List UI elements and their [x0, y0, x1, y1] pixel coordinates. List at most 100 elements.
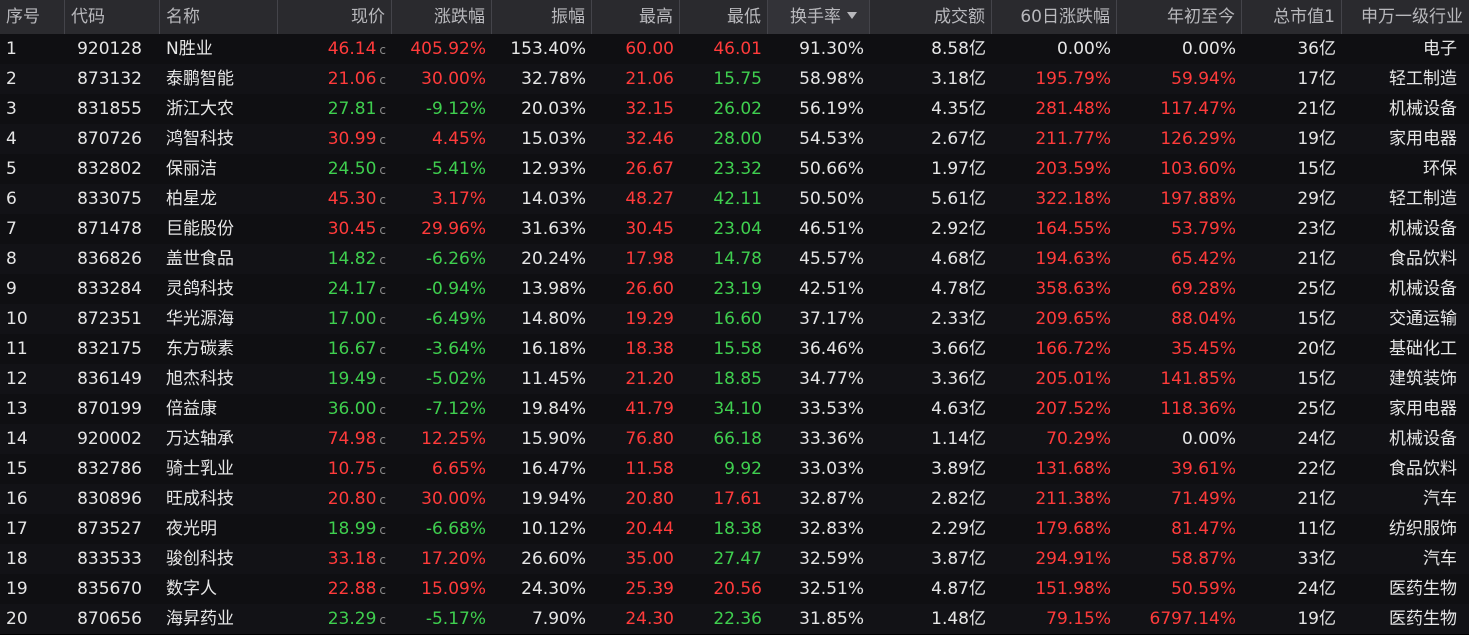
header-low[interactable]: 最低 — [680, 0, 768, 34]
stock-name-value: 鸿智科技 — [166, 129, 234, 149]
header-amplitude[interactable]: 振幅 — [492, 0, 592, 34]
stock-code-value: 920002 — [77, 429, 142, 449]
table-row[interactable]: 4 870726 鸿智科技 30.99 c 4.45% 15.03% 32.46 28.00 54… — [0, 124, 1469, 154]
mktcap-cell: 21亿 — [1242, 94, 1342, 124]
ytd-cell: 50.59% — [1117, 574, 1242, 604]
table-row[interactable]: 3 831855 浙江大农 27.81 c -9.12% 20.03% 32.15 26.02 5… — [0, 94, 1469, 124]
table-row[interactable]: 13 870199 倍益康 36.00 c -7.12% 19.84% 41.79 34.10 3… — [0, 394, 1469, 424]
change-cell: -5.02% — [392, 364, 492, 394]
price-flag-icon: c — [379, 583, 386, 597]
high-cell: 25.39 — [592, 574, 680, 604]
header-code[interactable]: 代码 — [65, 0, 160, 34]
stock-name-value: 保丽洁 — [166, 159, 217, 179]
table-row[interactable]: 20 870656 海昇药业 23.29 c -5.17% 7.90% 24.30 22.36 3… — [0, 604, 1469, 634]
change-cell: -9.12% — [392, 94, 492, 124]
mktcap-cell-value: 19亿 — [1297, 129, 1336, 149]
table-row[interactable]: 8 836826 盖世食品 14.82 c -6.26% 20.24% 17.98 14.78 4… — [0, 244, 1469, 274]
price-flag-icon: c — [379, 313, 386, 327]
row-index: 8 — [0, 244, 65, 274]
stock-code: 920128 — [65, 34, 160, 64]
volume-cell-value: 3.18亿 — [931, 69, 986, 89]
header-change[interactable]: 涨跌幅 — [392, 0, 492, 34]
change-cell: -3.64% — [392, 334, 492, 364]
row-index-value: 9 — [6, 279, 17, 299]
chg60-cell: 70.29% — [992, 424, 1117, 454]
change-cell-value: 12.25% — [421, 429, 486, 449]
amplitude-cell-value: 31.63% — [521, 219, 586, 239]
mktcap-cell-value: 21亿 — [1297, 489, 1336, 509]
volume-cell: 2.92亿 — [870, 214, 992, 244]
header-volume[interactable]: 成交额 — [870, 0, 992, 34]
table-row[interactable]: 14 920002 万达轴承 74.98 c 12.25% 15.90% 76.80 66.18… — [0, 424, 1469, 454]
table-row[interactable]: 2 873132 泰鹏智能 21.06 c 30.00% 32.78% 21.06 15.75 5… — [0, 64, 1469, 94]
low-cell: 23.32 — [680, 154, 768, 184]
stock-code: 870726 — [65, 124, 160, 154]
industry-cell: 家用电器 — [1342, 394, 1469, 424]
header-high[interactable]: 最高 — [592, 0, 680, 34]
price-cell-value: 10.75 — [327, 459, 377, 479]
volume-cell-value: 8.58亿 — [931, 39, 986, 59]
amplitude-cell-value: 12.93% — [521, 159, 586, 179]
table-row[interactable]: 17 873527 夜光明 18.99 c -6.68% 10.12% 20.44 18.38 3… — [0, 514, 1469, 544]
table-row[interactable]: 11 832175 东方碳素 16.67 c -3.64% 16.18% 18.38 15.58… — [0, 334, 1469, 364]
stock-name: 数字人 — [160, 574, 278, 604]
change-cell: 15.09% — [392, 574, 492, 604]
header-price[interactable]: 现价 — [278, 0, 392, 34]
mktcap-cell: 21亿 — [1242, 484, 1342, 514]
header-chg60[interactable]: 60日涨跌幅 — [992, 0, 1117, 34]
turnover-cell: 50.50% — [768, 184, 870, 214]
amplitude-cell-value: 19.94% — [521, 489, 586, 509]
volume-cell-value: 2.67亿 — [931, 129, 986, 149]
stock-code: 870199 — [65, 394, 160, 424]
header-name[interactable]: 名称 — [160, 0, 278, 34]
table-row[interactable]: 7 871478 巨能股份 30.45 c 29.96% 31.63% 30.45 23.04 4… — [0, 214, 1469, 244]
change-cell-value: -0.94% — [425, 279, 486, 299]
change-cell-value: -5.17% — [425, 609, 486, 629]
chg60-cell-value: 179.68% — [1035, 519, 1111, 539]
price-flag-icon: c — [379, 373, 386, 387]
header-idx[interactable]: 序号 — [0, 0, 65, 34]
row-index: 6 — [0, 184, 65, 214]
amplitude-cell: 20.03% — [492, 94, 592, 124]
price-cell-value: 19.49 — [327, 369, 377, 389]
table-row[interactable]: 15 832786 骑士乳业 10.75 c 6.65% 16.47% 11.58 9.92 33… — [0, 454, 1469, 484]
table-row[interactable]: 6 833075 柏星龙 45.30 c 3.17% 14.03% 48.27 42.11 50.… — [0, 184, 1469, 214]
table-row[interactable]: 1 920128 N胜业 46.14 c 405.92% 153.40% 60.00 46.01… — [0, 34, 1469, 64]
header-industry[interactable]: 申万一级行业 — [1361, 7, 1463, 27]
row-index: 20 — [0, 604, 65, 634]
turnover-cell-value: 32.59% — [799, 549, 864, 569]
chg60-cell-value: 358.63% — [1035, 279, 1111, 299]
price-cell-value: 23.29 — [327, 609, 377, 629]
table-row[interactable]: 5 832802 保丽洁 24.50 c -5.41% 12.93% 26.67 23.32 50… — [0, 154, 1469, 184]
ytd-cell: 59.94% — [1117, 64, 1242, 94]
amplitude-cell-value: 32.78% — [521, 69, 586, 89]
industry-cell-value: 家用电器 — [1389, 129, 1457, 149]
table-row[interactable]: 16 830896 旺成科技 20.80 c 30.00% 19.94% 20.80 17.61… — [0, 484, 1469, 514]
price-flag-icon: c — [379, 493, 386, 507]
table-row[interactable]: 19 835670 数字人 22.88 c 15.09% 24.30% 25.39 20.56 3… — [0, 574, 1469, 604]
header-mktcap[interactable]: 总市值1 — [1242, 0, 1342, 34]
high-cell-value: 30.45 — [625, 219, 674, 239]
high-cell-value: 21.20 — [625, 369, 674, 389]
low-cell: 18.38 — [680, 514, 768, 544]
high-cell-value: 41.79 — [625, 399, 674, 419]
high-cell: 26.67 — [592, 154, 680, 184]
ytd-cell-value: 103.60% — [1160, 159, 1236, 179]
table-row[interactable]: 9 833284 灵鸽科技 24.17 c -0.94% 13.98% 26.60 23.19 4… — [0, 274, 1469, 304]
low-cell: 66.18 — [680, 424, 768, 454]
row-index: 13 — [0, 394, 65, 424]
mktcap-cell: 15亿 — [1242, 364, 1342, 394]
price-cell-value: 36.00 — [327, 399, 377, 419]
header-turnover[interactable]: 换手率 — [768, 0, 870, 34]
ytd-cell-value: 118.36% — [1160, 399, 1236, 419]
low-cell-value: 17.61 — [713, 489, 762, 509]
chg60-cell: 203.59% — [992, 154, 1117, 184]
header-ytd[interactable]: 年初至今 — [1117, 0, 1242, 34]
industry-cell: 机械设备 — [1342, 424, 1469, 454]
chg60-cell: 194.63% — [992, 244, 1117, 274]
table-row[interactable]: 10 872351 华光源海 17.00 c -6.49% 14.80% 19.29 16.60… — [0, 304, 1469, 334]
table-row[interactable]: 12 836149 旭杰科技 19.49 c -5.02% 11.45% 21.20 18.85… — [0, 364, 1469, 394]
table-row[interactable]: 18 833533 骏创科技 33.18 c 17.20% 26.60% 35.00 27.47… — [0, 544, 1469, 574]
chg60-cell: 294.91% — [992, 544, 1117, 574]
price-flag-icon: c — [379, 433, 386, 447]
